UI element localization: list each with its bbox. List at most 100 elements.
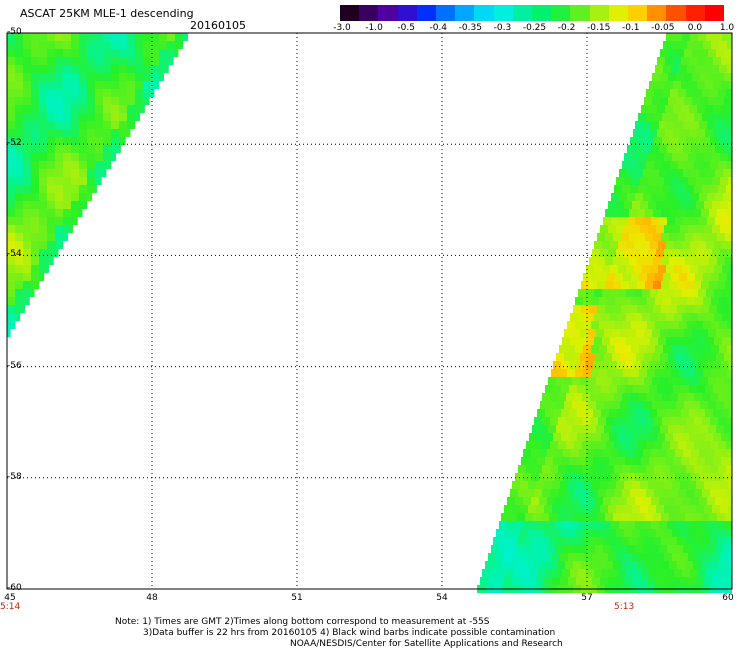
swath-cell <box>693 233 701 241</box>
swath-cell <box>691 449 699 457</box>
swath-cell <box>619 521 627 529</box>
swath-cell <box>720 201 728 209</box>
swath-cell <box>605 513 613 521</box>
swath-cell <box>119 105 127 113</box>
swath-cell <box>688 577 696 585</box>
swath-cell <box>39 81 47 89</box>
swath-cell <box>677 281 685 289</box>
swath-cell <box>639 345 647 353</box>
swath-cell <box>39 257 47 265</box>
swath-cell <box>602 313 610 321</box>
swath-cell <box>87 169 95 177</box>
swath-cell <box>63 65 71 73</box>
swath-cell <box>55 233 63 241</box>
swath-cell <box>714 313 722 321</box>
swath-cell <box>15 305 23 313</box>
swath-cell <box>135 57 143 65</box>
swath-cell <box>648 481 656 489</box>
swath-cell <box>531 449 539 457</box>
swath-cell <box>730 337 732 345</box>
swath-cell <box>499 521 507 529</box>
swath-cell <box>7 33 15 41</box>
swath-cell <box>632 529 640 537</box>
swath-cell <box>710 417 718 425</box>
swath-cell <box>688 249 696 257</box>
swath-cell <box>598 465 606 473</box>
swath-cell <box>718 441 726 449</box>
swath-cell <box>119 137 126 145</box>
swath-cell <box>668 425 676 433</box>
swath-cell <box>515 521 523 529</box>
swath-cell <box>677 513 685 521</box>
swath-cell <box>633 457 641 465</box>
swath-cell <box>687 345 695 353</box>
swath-cell <box>555 545 563 553</box>
swath-cell <box>111 57 119 65</box>
swath-cell <box>619 169 627 177</box>
swath-cell <box>582 417 590 425</box>
swath-cell <box>591 345 599 353</box>
swath-cell <box>678 137 686 145</box>
swath-cell <box>553 457 561 465</box>
swath-cell <box>614 185 622 193</box>
swath-cell <box>562 569 570 577</box>
swath-cell <box>553 361 561 369</box>
swath-cell <box>501 513 509 521</box>
swath-cell <box>620 401 628 409</box>
swath-cell <box>127 73 135 81</box>
swath-cell <box>23 65 31 73</box>
swath-cell <box>727 369 732 377</box>
swath-cell <box>655 345 663 353</box>
swath-cell <box>539 473 547 481</box>
swath-cell <box>730 569 732 577</box>
swath-cell <box>568 529 576 537</box>
swath-cell <box>630 489 638 497</box>
swath-cell <box>714 569 722 577</box>
swath-cell <box>575 345 583 353</box>
swath-cell <box>684 377 692 385</box>
lat-label: -52 <box>7 138 22 149</box>
swath-cell <box>669 561 677 569</box>
swath-cell <box>680 505 688 513</box>
swath-cell <box>663 321 671 329</box>
swath-cell <box>554 569 562 577</box>
swath-cell <box>602 241 610 249</box>
swath-cell <box>712 177 720 185</box>
swath-cell <box>103 153 111 161</box>
swath-cell <box>709 305 717 313</box>
swath-cell <box>718 185 726 193</box>
swath-cell <box>688 201 696 209</box>
swath-cell <box>47 145 55 153</box>
swath-cell <box>714 33 722 41</box>
swath-cell <box>591 297 599 305</box>
swath-cell <box>658 313 666 321</box>
swath-cell <box>550 465 558 473</box>
swath-cell <box>31 185 39 193</box>
swath-cell <box>63 193 71 201</box>
swath-cell <box>542 441 550 449</box>
swath-cell <box>598 489 606 497</box>
swath-cell <box>563 473 571 481</box>
swath-cell <box>690 313 698 321</box>
swath-cell <box>718 417 726 425</box>
swath-cell <box>594 241 602 249</box>
swath-cell <box>672 481 680 489</box>
swath-cell <box>79 49 87 57</box>
swath-cell <box>701 233 709 241</box>
swath-cell <box>127 81 135 89</box>
swath-cell <box>700 425 708 433</box>
swath-cell <box>39 241 47 249</box>
swath-cell <box>23 89 31 97</box>
swath-cell <box>31 113 39 121</box>
swath-cell <box>681 81 689 89</box>
swath-cell <box>151 33 159 41</box>
swath-cell <box>701 257 709 265</box>
swath-cell <box>119 145 121 153</box>
swath-cell <box>637 305 645 313</box>
swath-cell <box>143 81 151 89</box>
swath-cell <box>672 177 680 185</box>
swath-cell <box>683 193 691 201</box>
swath-cell <box>717 233 725 241</box>
swath-cell <box>15 257 23 265</box>
swath-cell <box>589 537 597 545</box>
